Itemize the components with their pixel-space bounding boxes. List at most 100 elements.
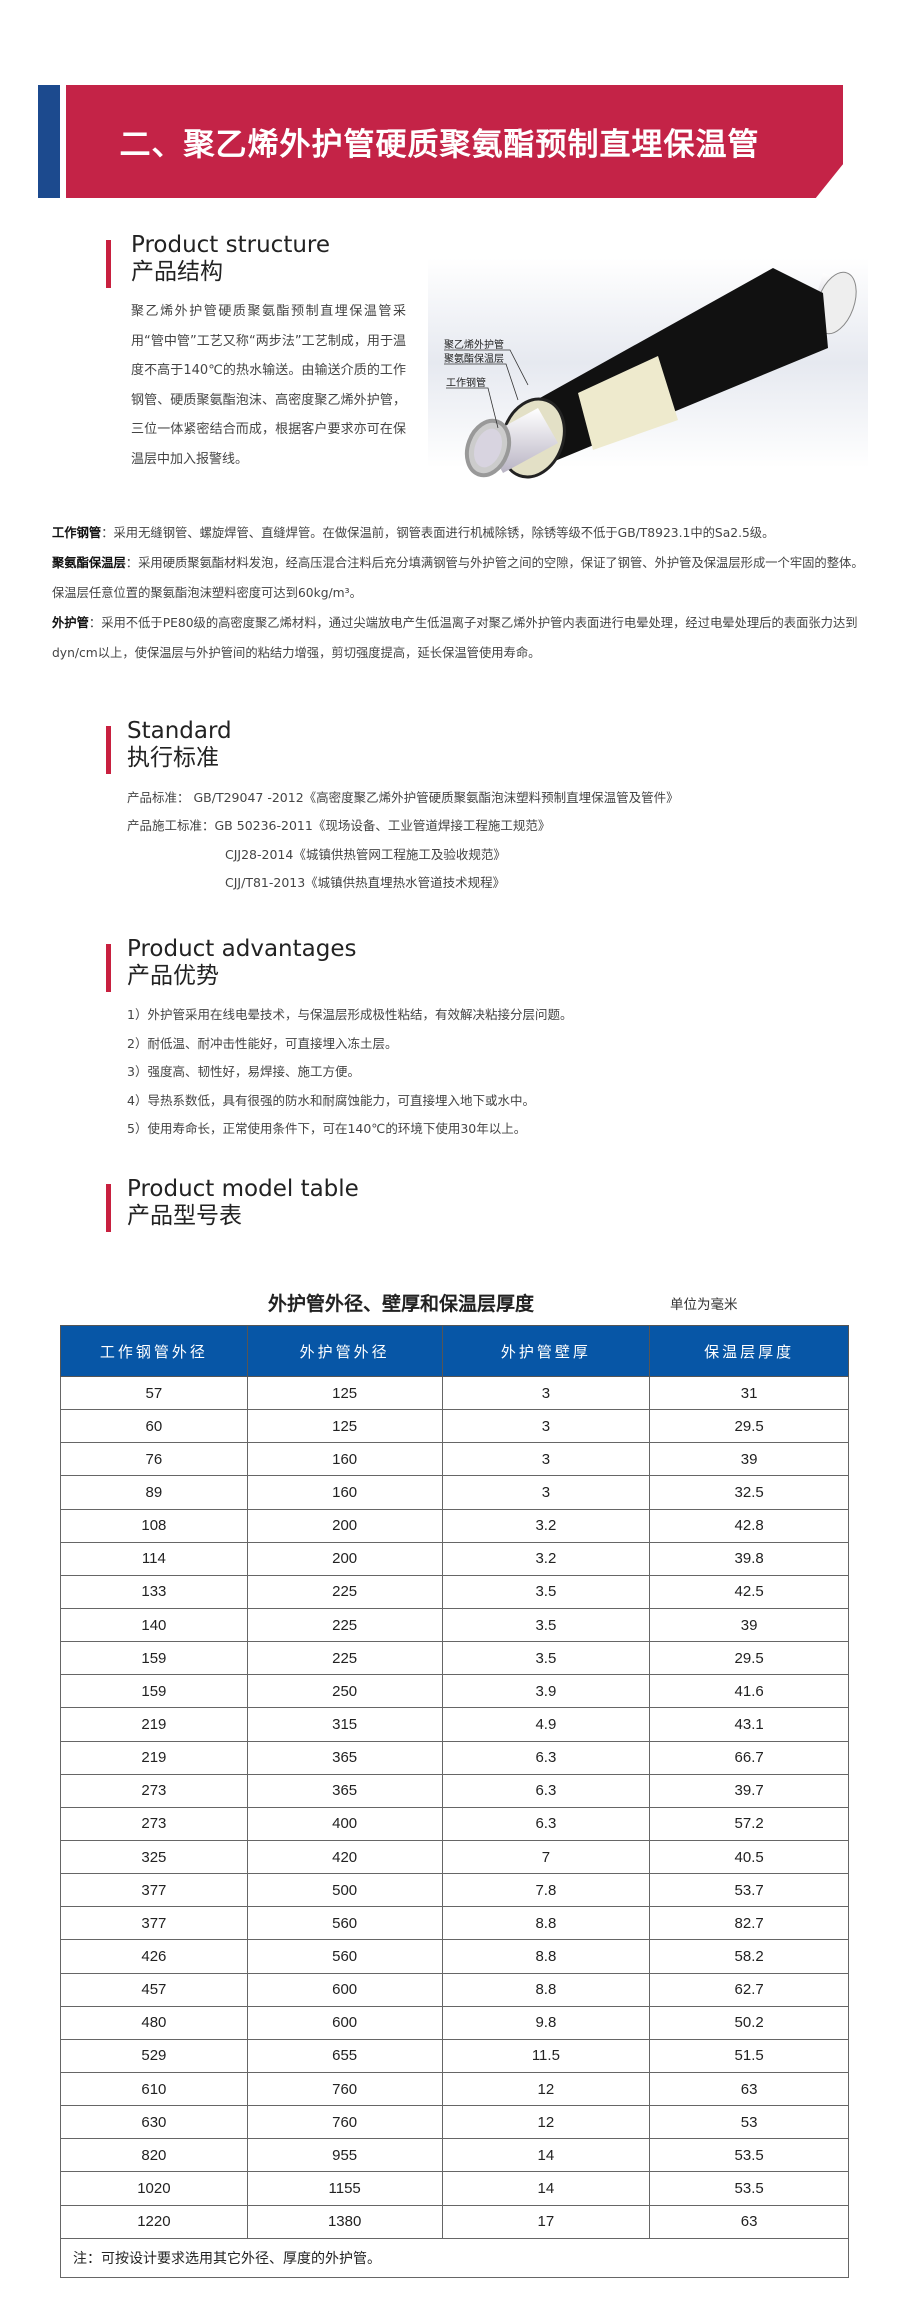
table-cell: 560 <box>246 1939 443 1974</box>
structure-paragraph: 聚乙烯外护管硬质聚氨酯预制直埋保温管采用“管中管”工艺又称“两步法”工艺制成，用… <box>131 304 406 467</box>
table-cell: 426 <box>60 1939 248 1974</box>
table-cell: 39.7 <box>649 1773 849 1808</box>
section-heading-advantages: Product advantages 产品优势 <box>127 936 357 989</box>
table-cell: 63 <box>649 2204 849 2239</box>
table-row: 76 160 3 39 <box>60 1442 849 1477</box>
table-cell: 610 <box>60 2071 248 2107</box>
table-cell: 7 <box>441 1839 651 1875</box>
column-header: 工作钢管外径 <box>60 1325 248 1377</box>
table-note: 注：可按设计要求选用其它外径、厚度的外护管。 <box>60 2237 849 2278</box>
table-row: 630 760 12 53 <box>60 2105 849 2140</box>
table-cell: 6.3 <box>441 1806 651 1841</box>
table-cell: 14 <box>441 2171 651 2206</box>
detail-outer-pipe: 外护管：采用不低于PE80级的高密度聚乙烯材料，通过尖端放电产生低温离子对聚乙烯… <box>52 616 858 660</box>
table-row: 426 560 8.8 58.2 <box>60 1939 849 1974</box>
list-item: 5）使用寿命长，正常使用条件下，可在140℃的环境下使用30年以上。 <box>127 1121 527 1136</box>
table-cell: 7.8 <box>441 1873 651 1908</box>
table-note-row: 注：可按设计要求选用其它外径、厚度的外护管。 <box>60 2237 849 2278</box>
section-heading-model-table: Product model table 产品型号表 <box>127 1176 359 1229</box>
table-cell: 1155 <box>246 2171 443 2206</box>
table-cell: 760 <box>246 2071 443 2107</box>
table-cell: 225 <box>246 1641 443 1676</box>
table-unit: 单位为毫米 <box>670 1297 738 1313</box>
label-outer-pipe: 聚乙烯外护管 <box>444 338 504 351</box>
section-marker <box>106 240 111 288</box>
table-cell: 1220 <box>60 2204 248 2239</box>
table-cell: 3.2 <box>441 1541 651 1576</box>
table-cell: 125 <box>246 1375 443 1411</box>
table-cell: 12 <box>441 2071 651 2107</box>
table-row: 820 955 14 53.5 <box>60 2138 849 2173</box>
standard-line: CJJ28-2014《城镇供热管网工程施工及验收规范》 <box>225 847 506 862</box>
structure-details: 工作钢管：采用无缝钢管、螺旋焊管、直缝焊管。在做保温前，钢管表面进行机械除锈，除… <box>52 518 872 668</box>
page-title: 二、聚乙烯外护管硬质聚氨酯预制直埋保温管 <box>119 127 760 163</box>
table-cell: 29.5 <box>649 1409 849 1444</box>
table-cell: 159 <box>60 1674 248 1709</box>
detail-insulation: 聚氨酯保温层：采用硬质聚氨酯材料发泡，经高压混合注料后充分填满钢管与外护管之间的… <box>52 556 864 600</box>
table-cell: 53.5 <box>649 2138 849 2173</box>
table-row: 89 160 3 32.5 <box>60 1475 849 1510</box>
table-cell: 820 <box>60 2138 248 2173</box>
table-cell: 225 <box>246 1574 443 1609</box>
heading-en: Product structure <box>131 232 331 258</box>
table-cell: 32.5 <box>649 1475 849 1510</box>
table-cell: 3 <box>441 1475 651 1510</box>
table-header-row: 工作钢管外径 外护管外径 外护管壁厚 保温层厚度 <box>60 1325 849 1377</box>
table-row: 610 760 12 63 <box>60 2071 849 2107</box>
table-cell: 325 <box>60 1839 248 1875</box>
table-cell: 31 <box>649 1375 849 1411</box>
table-cell: 8.8 <box>441 1906 651 1941</box>
table-cell: 41.6 <box>649 1674 849 1709</box>
table-row: 219 365 6.3 66.7 <box>60 1740 849 1775</box>
table-row: 114 200 3.2 39.8 <box>60 1541 849 1576</box>
table-cell: 3 <box>441 1375 651 1411</box>
table-cell: 89 <box>60 1475 248 1510</box>
banner-background <box>66 85 843 198</box>
table-title: 外护管外径、壁厚和保温层厚度 <box>268 1293 535 1315</box>
table-row: 60 125 3 29.5 <box>60 1409 849 1444</box>
table-cell: 108 <box>60 1508 248 1543</box>
table-row: 377 560 8.8 82.7 <box>60 1906 849 1941</box>
table-cell: 3.9 <box>441 1674 651 1709</box>
column-header: 外护管壁厚 <box>441 1325 651 1377</box>
table-cell: 39.8 <box>649 1541 849 1576</box>
table-cell: 529 <box>60 2038 248 2073</box>
table-row: 273 365 6.3 39.7 <box>60 1773 849 1808</box>
table-cell: 630 <box>60 2105 248 2140</box>
table-cell: 8.8 <box>441 1939 651 1974</box>
table-cell: 8.8 <box>441 1972 651 2007</box>
detail-steel-pipe: 工作钢管：采用无缝钢管、螺旋焊管、直缝焊管。在做保温前，钢管表面进行机械除锈，除… <box>52 526 775 540</box>
pipe-structure-diagram: 聚乙烯外护管 聚氨酯保温层 工作钢管 <box>428 258 868 479</box>
table-cell: 11.5 <box>441 2038 651 2073</box>
table-cell: 200 <box>246 1508 443 1543</box>
table-row: 1220 1380 17 63 <box>60 2204 849 2239</box>
label-insulation: 聚氨酯保温层 <box>444 352 504 365</box>
list-item: 4）导热系数低，具有很强的防水和耐腐蚀能力，可直接埋入地下或水中。 <box>127 1092 535 1108</box>
table-cell: 125 <box>246 1409 443 1444</box>
table-cell: 159 <box>60 1641 248 1676</box>
table-row: 133 225 3.5 42.5 <box>60 1574 849 1609</box>
table-cell: 43.1 <box>649 1707 849 1742</box>
table-row: 529 655 11.5 51.5 <box>60 2038 849 2073</box>
table-cell: 3.5 <box>441 1607 651 1643</box>
table-cell: 140 <box>60 1607 248 1643</box>
table-row: 377 500 7.8 53.7 <box>60 1873 849 1908</box>
table-cell: 29.5 <box>649 1641 849 1676</box>
table-cell: 3.5 <box>441 1641 651 1676</box>
table-cell: 42.8 <box>649 1508 849 1543</box>
table-cell: 1380 <box>246 2204 443 2239</box>
table-cell: 420 <box>246 1839 443 1875</box>
table-cell: 560 <box>246 1906 443 1941</box>
table-cell: 12 <box>441 2105 651 2140</box>
table-cell: 225 <box>246 1607 443 1643</box>
table-cell: 6.3 <box>441 1740 651 1775</box>
table-cell: 17 <box>441 2204 651 2239</box>
table-row: 140 225 3.5 39 <box>60 1607 849 1643</box>
table-cell: 3.2 <box>441 1508 651 1543</box>
table-cell: 200 <box>246 1541 443 1576</box>
list-item: 3）强度高、韧性好，易焊接、施工方便。 <box>127 1064 360 1079</box>
list-item: 2）耐低温、耐冲击性能好，可直接埋入冻土层。 <box>127 1035 398 1051</box>
table-cell: 9.8 <box>441 2005 651 2040</box>
table-cell: 160 <box>246 1442 443 1477</box>
table-cell: 377 <box>60 1906 248 1941</box>
